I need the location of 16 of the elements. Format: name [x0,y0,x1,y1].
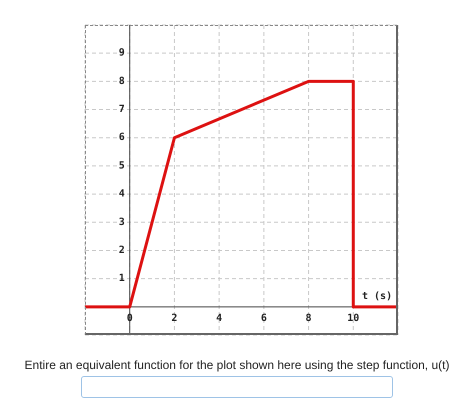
y-tick-label: 5 [118,160,125,172]
y-tick-label: 2 [118,244,125,256]
y-tick-label: 9 [118,48,125,59]
x-tick-label: 2 [171,312,178,324]
x-tick-label: 4 [216,312,222,324]
y-tick-label: 6 [118,132,125,144]
y-tick-label: 3 [118,216,125,228]
x-tick-label: 6 [260,312,267,324]
y-tick-label: 8 [118,76,125,87]
x-tick-label: 8 [306,312,312,324]
x-axis-title: t (s) [362,290,392,302]
text: Entire an equivalent function for the plot shown here using the step function, u(t) [24,358,450,372]
y-tick-label: 1 [118,273,125,284]
y-tick-label: 4 [118,188,125,200]
y-tick-label: 7 [118,104,125,116]
x-tick-label: 10 [347,312,360,324]
